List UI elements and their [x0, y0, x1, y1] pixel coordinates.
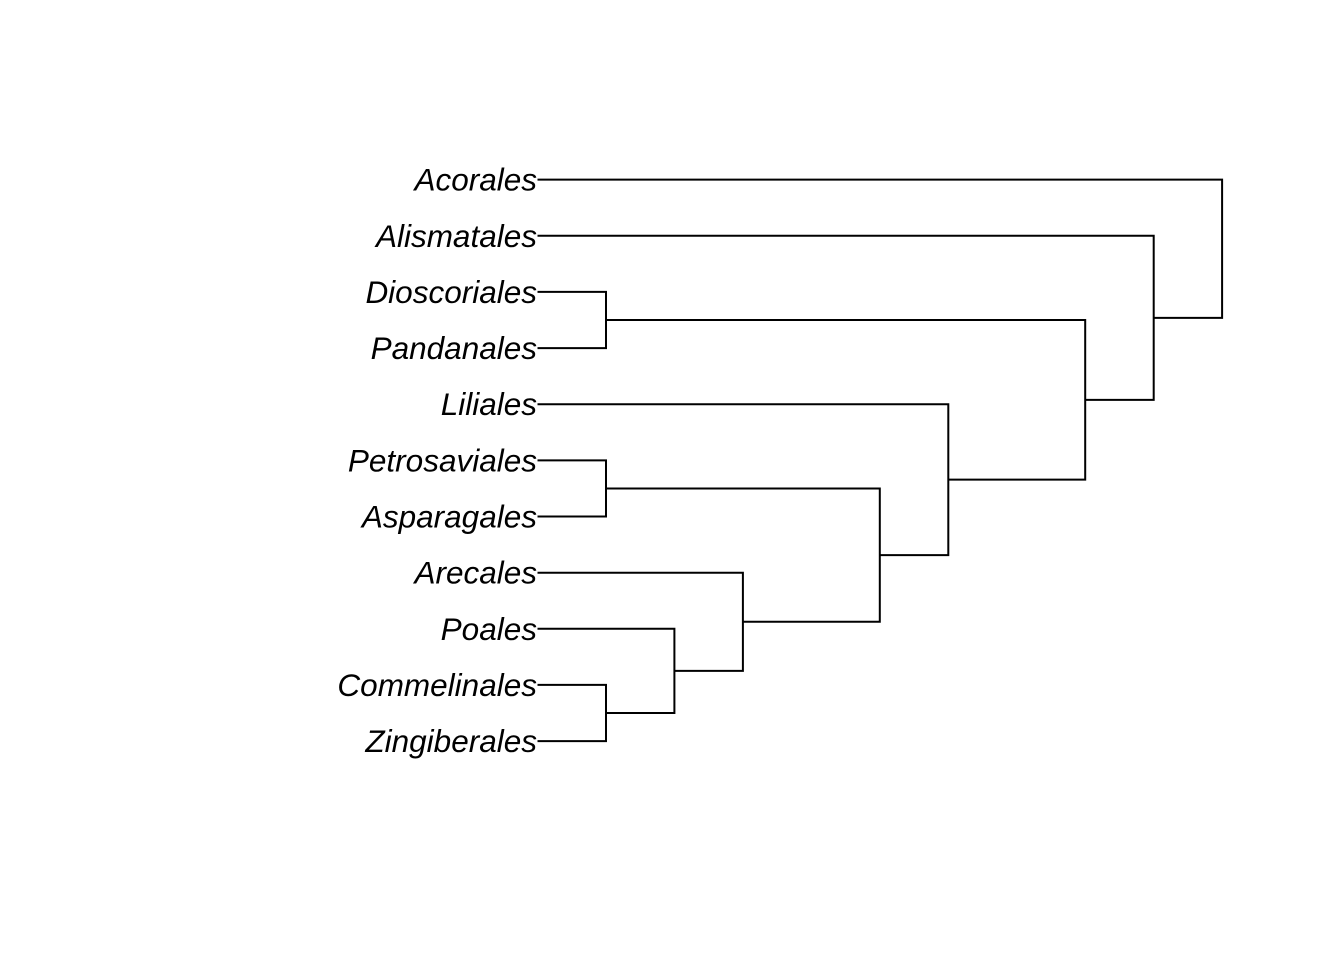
svg-text:Arecales: Arecales — [412, 555, 537, 591]
svg-text:Asparagales: Asparagales — [360, 499, 537, 535]
svg-text:Petrosaviales: Petrosaviales — [348, 442, 537, 478]
svg-text:Liliales: Liliales — [441, 386, 538, 422]
svg-text:Alismatales: Alismatales — [374, 218, 537, 254]
svg-text:Dioscoriales: Dioscoriales — [365, 274, 537, 310]
svg-text:Pandanales: Pandanales — [371, 330, 538, 366]
svg-text:Acorales: Acorales — [412, 162, 537, 198]
svg-text:Zingiberales: Zingiberales — [364, 723, 537, 759]
svg-text:Commelinales: Commelinales — [337, 667, 537, 703]
svg-text:Poales: Poales — [441, 611, 538, 647]
